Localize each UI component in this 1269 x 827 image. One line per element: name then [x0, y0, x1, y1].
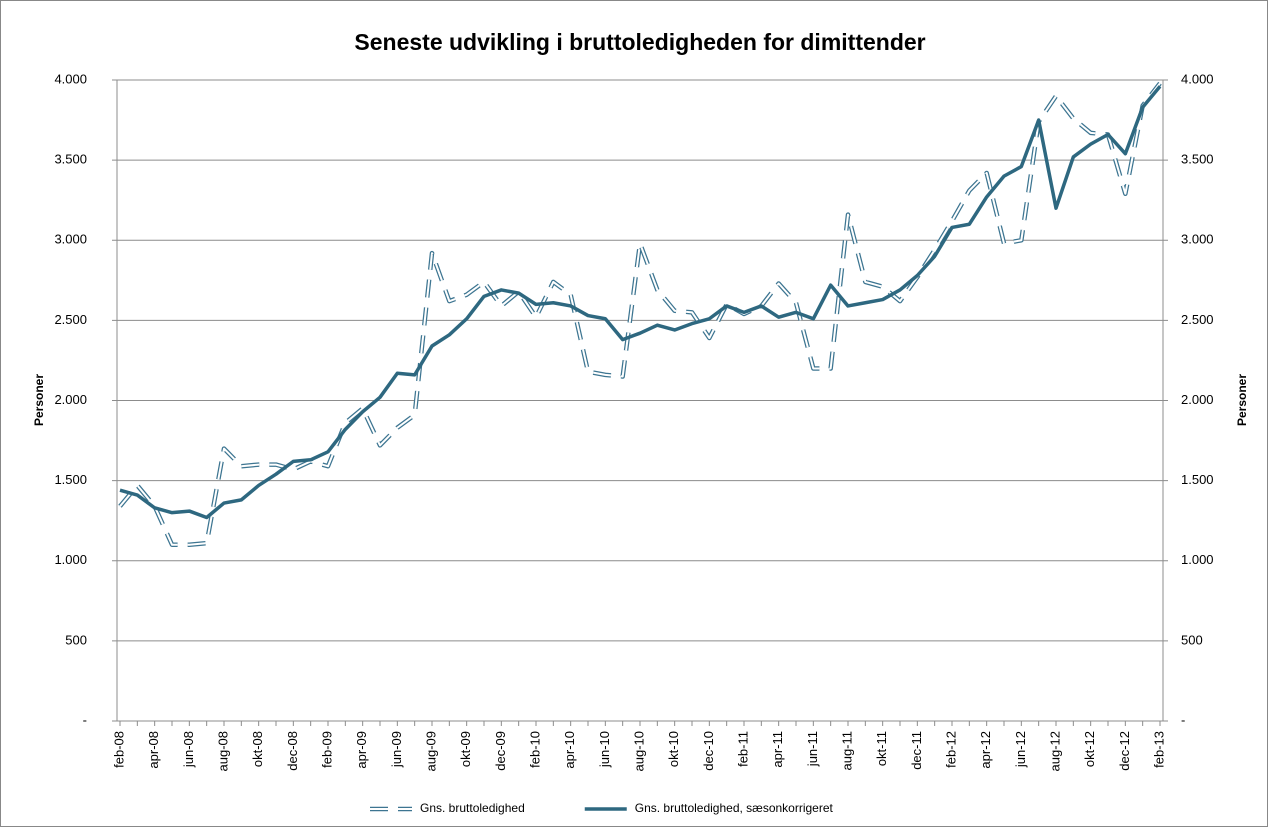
series-line-inner — [119, 82, 1161, 546]
y2-tick-label: 3.500 — [1181, 152, 1214, 167]
y2-tick-label: 3.000 — [1181, 232, 1214, 247]
y2-tick-label: 4.000 — [1181, 71, 1214, 86]
x-tick-label: jun-08 — [181, 731, 196, 768]
y-tick-label: 500 — [65, 632, 87, 647]
x-tick-label: feb-08 — [111, 731, 126, 768]
chart-title: Seneste udvikling i bruttoledigheden for… — [354, 29, 925, 55]
y-tick-label: 3.500 — [54, 152, 87, 167]
x-tick-label: dec-12 — [1117, 731, 1132, 771]
series-line — [119, 85, 1162, 520]
x-tick-label: dec-09 — [493, 731, 508, 771]
x-tick-label: aug-08 — [215, 731, 230, 771]
x-tick-label: apr-10 — [562, 731, 577, 769]
x-tick-label: okt-12 — [1082, 731, 1097, 767]
x-tick-label: jun-12 — [1013, 731, 1028, 768]
x-tick-label: feb-10 — [527, 731, 542, 768]
x-tick-label: apr-09 — [354, 731, 369, 769]
x-tick-label: jun-09 — [389, 731, 404, 768]
legend-label: Gns. bruttoledighed, sæsonkorrigeret — [635, 801, 834, 815]
y2-tick-label: 500 — [1181, 632, 1203, 647]
x-tick-label: aug-09 — [423, 731, 438, 771]
y-tick-label: - — [83, 712, 87, 727]
x-tick-label: aug-11 — [839, 731, 854, 771]
x-tick-label: aug-10 — [631, 731, 646, 771]
y-tick-label: 3.000 — [54, 232, 87, 247]
x-tick-label: jun-10 — [597, 731, 612, 768]
x-tick-label: feb-12 — [943, 731, 958, 768]
x-tick-label: feb-13 — [1151, 731, 1166, 768]
x-tick-label: aug-12 — [1047, 731, 1062, 771]
y2-axis-label: Personer — [1235, 374, 1249, 426]
y-tick-label: 2.000 — [54, 392, 87, 407]
y-tick-label: 1.500 — [54, 472, 87, 487]
x-tick-label: feb-11 — [735, 731, 750, 767]
y2-tick-label: - — [1181, 712, 1185, 727]
y2-tick-label: 2.500 — [1181, 312, 1214, 327]
y-tick-label: 2.500 — [54, 312, 87, 327]
y2-tick-label: 1.000 — [1181, 552, 1214, 567]
x-tick-label: apr-08 — [146, 731, 161, 769]
y-axis-label: Personer — [32, 374, 46, 426]
x-tick-label: apr-12 — [978, 731, 993, 769]
legend-label: Gns. bruttoledighed — [420, 801, 525, 815]
y2-tick-label: 1.500 — [1181, 472, 1214, 487]
y-tick-label: 1.000 — [54, 552, 87, 567]
x-tick-label: okt-10 — [666, 731, 681, 767]
x-tick-label: okt-11 — [874, 731, 889, 766]
x-tick-label: okt-09 — [458, 731, 473, 767]
y2-tick-label: 2.000 — [1181, 392, 1214, 407]
x-tick-label: dec-11 — [909, 731, 924, 770]
x-tick-label: okt-08 — [250, 731, 265, 767]
y-tick-label: 4.000 — [54, 71, 87, 86]
x-tick-label: feb-09 — [319, 731, 334, 768]
x-tick-label: jun-11 — [805, 731, 820, 767]
x-tick-label: dec-10 — [701, 731, 716, 771]
x-tick-label: dec-08 — [285, 731, 300, 771]
x-tick-label: apr-11 — [770, 731, 785, 768]
